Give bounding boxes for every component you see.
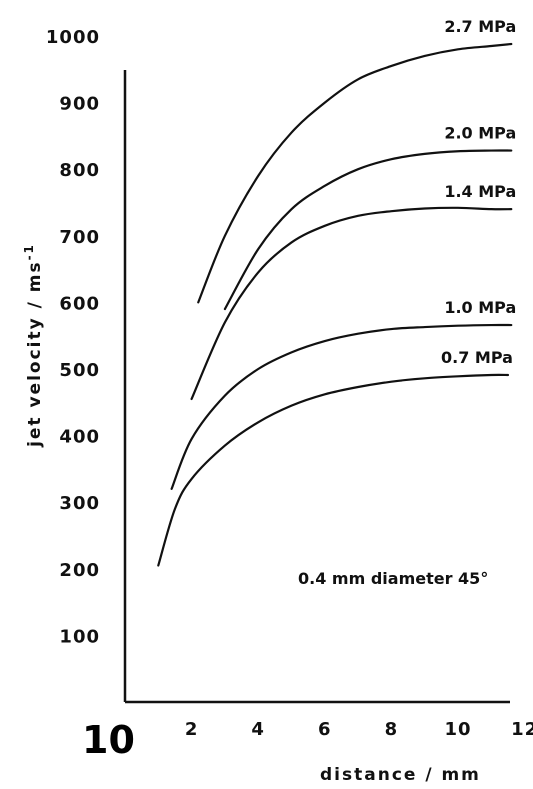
series-labels: 2.7 MPa 2.0 MPa 1.4 MPa 1.0 MPa 0.7 MPa: [441, 17, 516, 367]
annotation-note: 0.4 mm diameter 45°: [298, 569, 488, 588]
series-label: 1.0 MPa: [444, 298, 516, 317]
x-axis-title: distance / mm: [320, 765, 481, 785]
series-line: [190, 206, 513, 401]
y-tick-label: 600: [59, 293, 100, 314]
series-line: [157, 373, 510, 567]
series-line: [170, 323, 513, 490]
x-tick-label: 12: [511, 719, 533, 740]
x-axis-ticks: 2 4 6 8 10 12: [185, 719, 533, 740]
y-tick-label: 700: [59, 227, 100, 248]
y-tick-label: 100: [59, 626, 100, 647]
series-line: [223, 149, 513, 311]
y-tick-label: 300: [59, 493, 100, 514]
series-label: 2.7 MPa: [444, 17, 516, 36]
x-tick-label: 10: [444, 719, 471, 740]
x-tick-label: 8: [385, 719, 399, 740]
axes: [123, 70, 510, 704]
x-tick-label: 4: [251, 719, 265, 740]
y-tick-label: 200: [59, 560, 100, 581]
series-curves: [157, 42, 513, 567]
y-tick-label: 800: [59, 160, 100, 181]
y-axis-title-superscript: -1: [22, 243, 36, 260]
y-tick-label: 1000: [46, 27, 100, 48]
y-axis-title-main: jet velocity / ms: [25, 260, 45, 448]
series-line: [197, 42, 513, 304]
y-axis-ticks: 100 200 300 400 500 600 700 800 900 1000: [46, 27, 100, 647]
x-tick-label: 6: [318, 719, 332, 740]
x-tick-label: 2: [185, 719, 199, 740]
series-label: 1.4 MPa: [444, 182, 516, 201]
y-tick-label: 500: [59, 360, 100, 381]
page-number: 10: [82, 718, 135, 762]
y-tick-label: 900: [59, 94, 100, 115]
series-label: 2.0 MPa: [444, 124, 516, 143]
y-tick-label: 400: [59, 427, 100, 448]
y-axis-title: jet velocity / ms-1: [22, 243, 45, 448]
series-label: 0.7 MPa: [441, 348, 513, 367]
